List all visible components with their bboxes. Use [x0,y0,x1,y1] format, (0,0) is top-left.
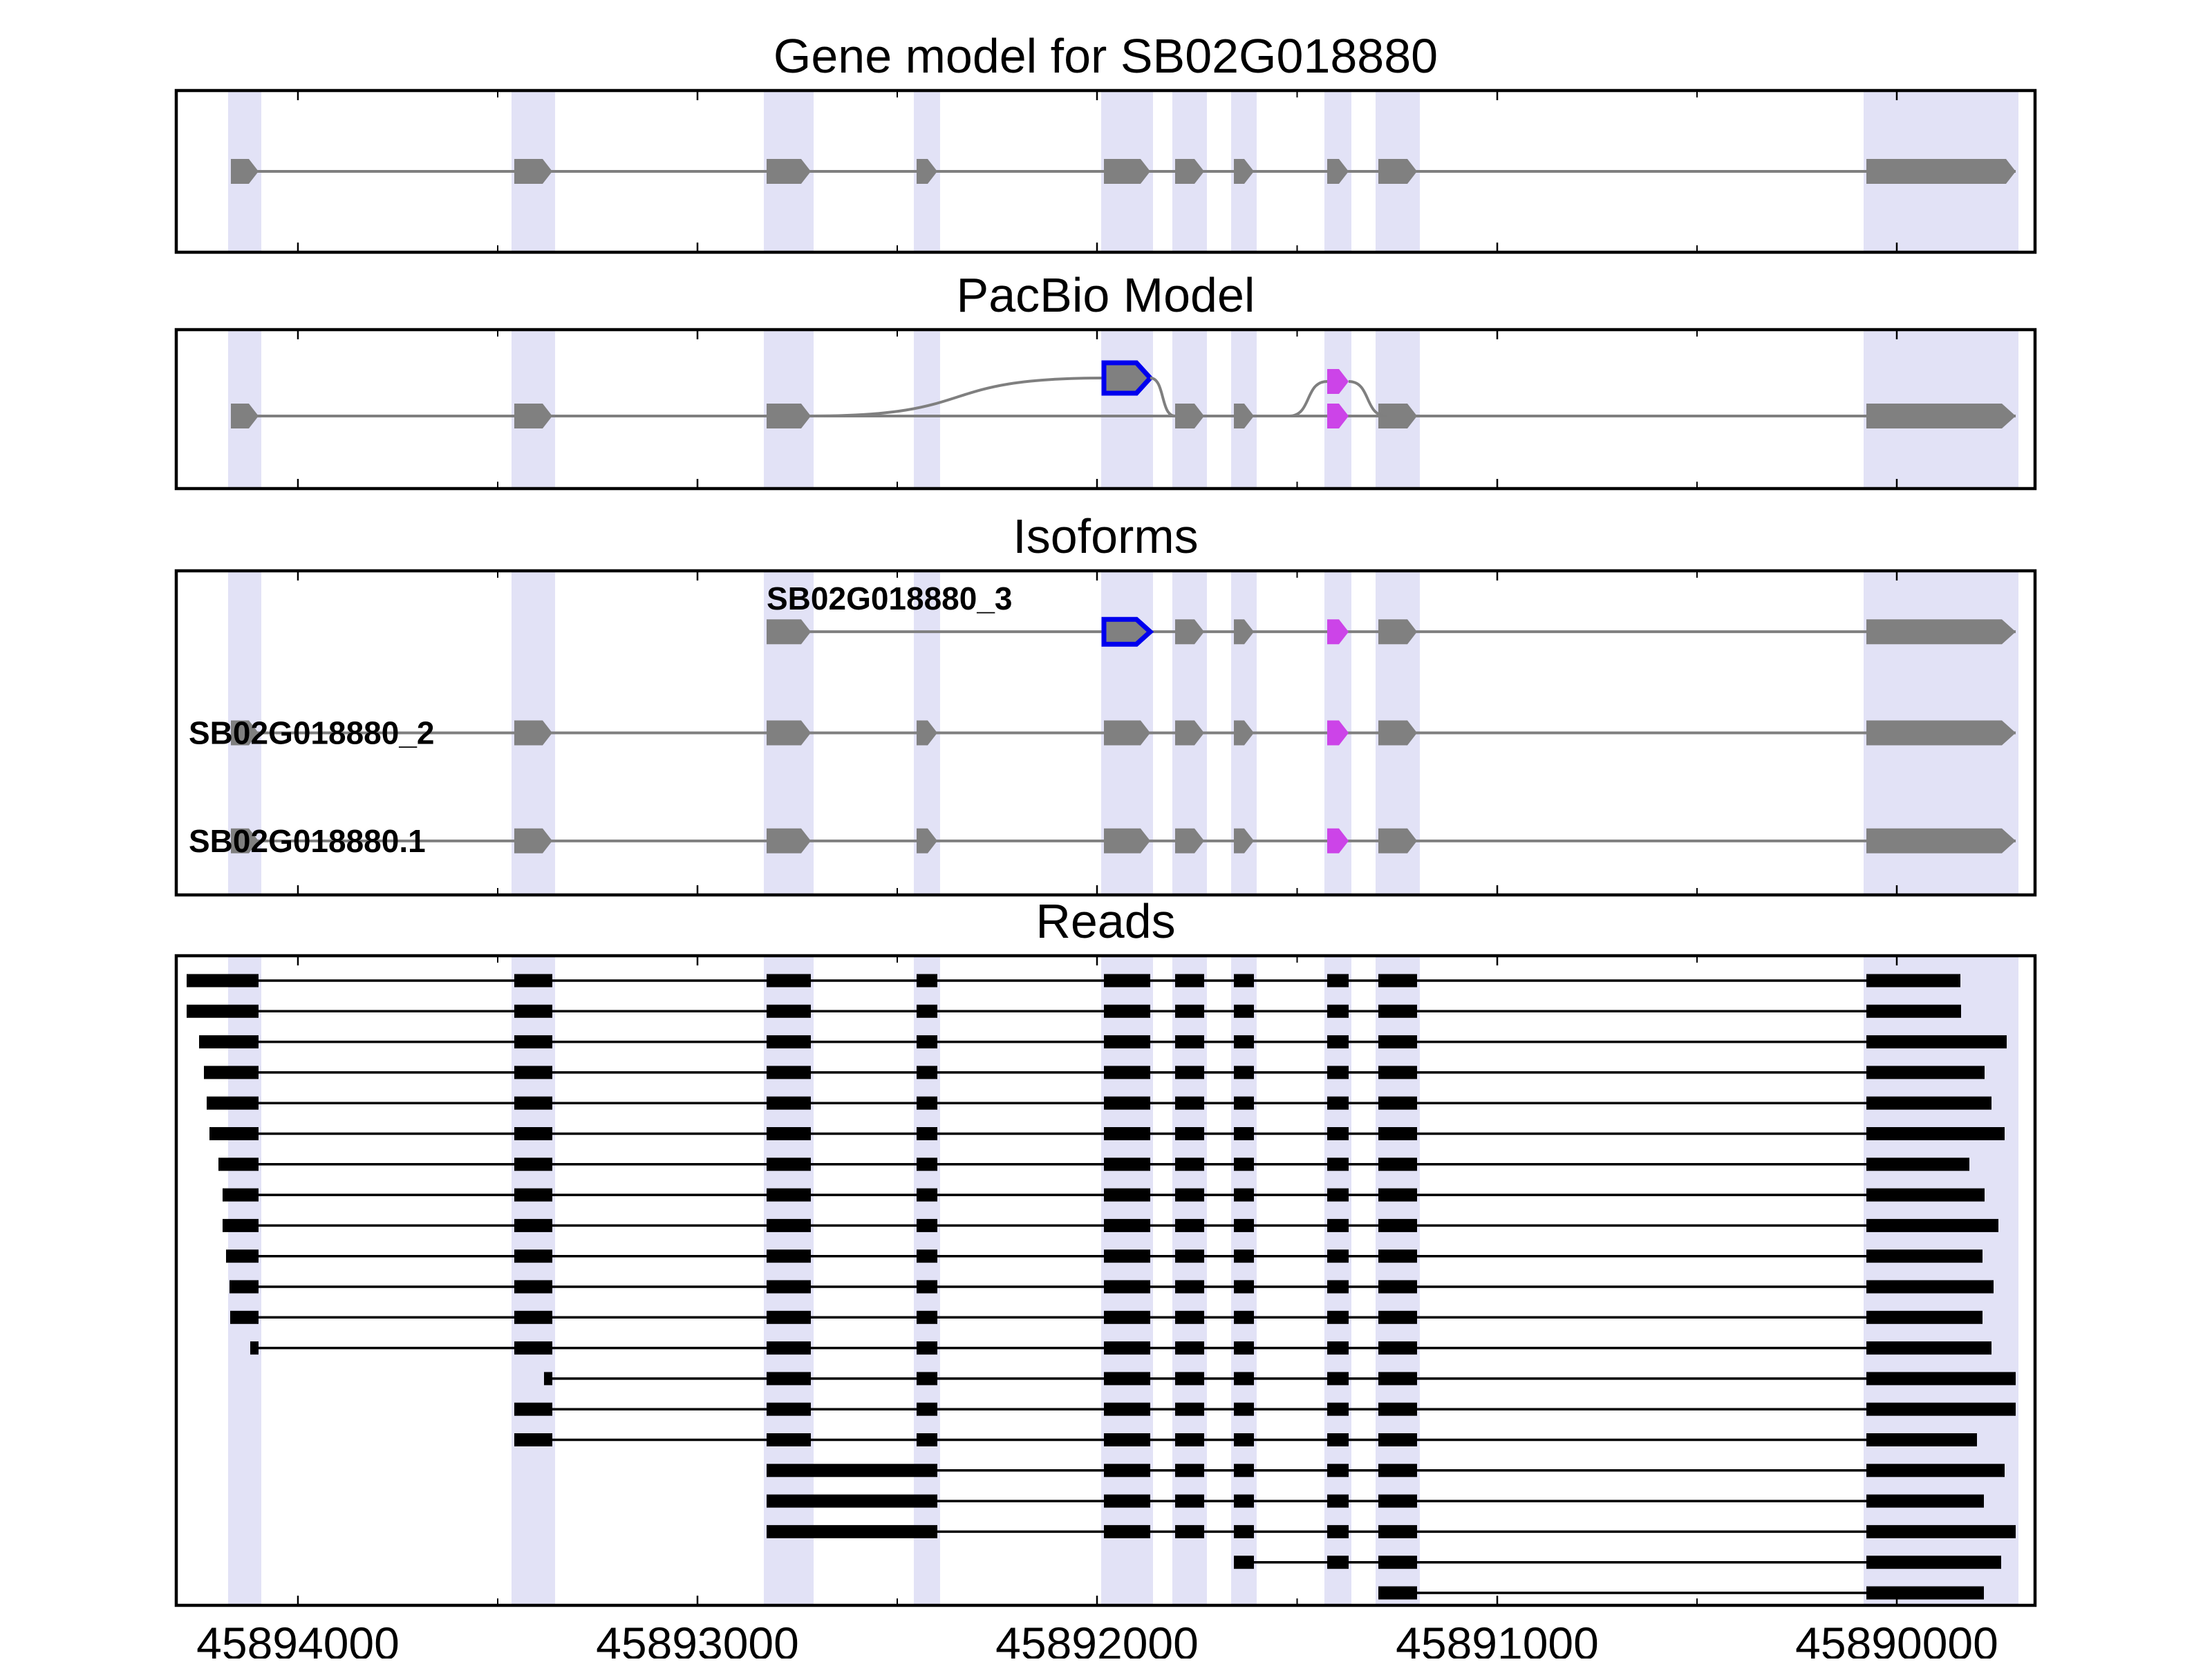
svg-text:Reads: Reads [1035,894,1175,948]
svg-text:PacBio Model: PacBio Model [957,268,1255,322]
svg-text:45890000: 45890000 [1795,1618,1998,1659]
svg-text:SB02G018880.1: SB02G018880.1 [189,823,426,859]
svg-text:SB02G018880_2: SB02G018880_2 [189,715,435,751]
svg-text:45894000: 45894000 [196,1618,400,1659]
svg-text:Isoforms: Isoforms [1013,509,1198,563]
svg-text:45893000: 45893000 [596,1618,799,1659]
svg-text:45892000: 45892000 [995,1618,1199,1659]
svg-text:Gene model for SB02G018880: Gene model for SB02G018880 [774,29,1438,83]
svg-text:SB02G018880_3: SB02G018880_3 [767,580,1013,616]
svg-text:45891000: 45891000 [1396,1618,1599,1659]
